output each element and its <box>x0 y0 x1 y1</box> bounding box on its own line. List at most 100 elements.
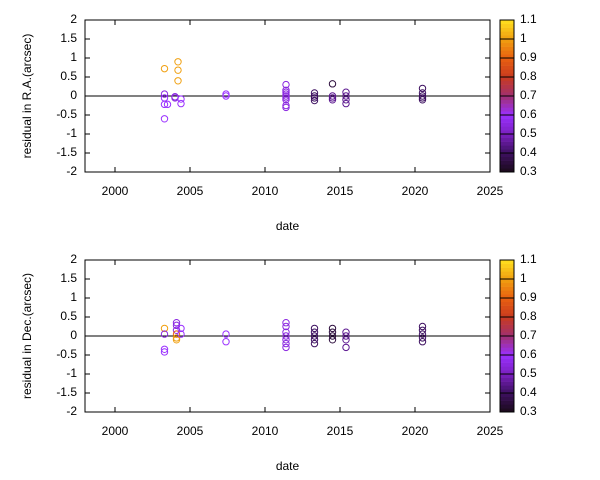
y-tick-label: 0 <box>70 88 77 102</box>
point <box>172 319 181 327</box>
point <box>222 330 230 338</box>
colorbar-band <box>500 65 514 70</box>
colorbar-band <box>500 115 514 120</box>
colorbar-band <box>500 336 514 341</box>
y-tick-label: 0.5 <box>60 69 77 83</box>
colorbar-band <box>500 320 514 325</box>
point <box>328 96 337 104</box>
point <box>342 332 350 340</box>
point <box>418 94 427 102</box>
y-tick-label: -0.5 <box>56 347 77 361</box>
colorbar-band <box>500 69 514 74</box>
colorbar-band <box>500 111 514 116</box>
point <box>328 80 337 88</box>
plot-frame <box>84 259 491 413</box>
y-tick-label: -2 <box>66 404 77 418</box>
colorbar-band <box>500 77 514 82</box>
x-axis-label: date <box>276 219 300 233</box>
colorbar-band <box>500 404 514 409</box>
colorbar-band <box>500 393 514 398</box>
point <box>282 86 290 95</box>
y-tick-label: 0 <box>70 328 77 342</box>
colorbar-band <box>500 164 514 169</box>
point <box>160 330 169 338</box>
y-tick-label: 1.5 <box>60 271 77 285</box>
colorbar-band <box>500 343 514 348</box>
point <box>310 94 319 102</box>
point <box>174 66 182 74</box>
point <box>310 336 319 344</box>
colorbar-band <box>500 351 514 356</box>
colorbar-band <box>500 366 514 371</box>
point <box>342 328 350 336</box>
y-axis-label: residual in Dec.(arcsec) <box>20 273 34 399</box>
point <box>163 100 172 109</box>
colorbar-band <box>500 96 514 101</box>
colorbar-band <box>500 27 514 32</box>
colorbar-tick-label: 0.8 <box>520 309 537 323</box>
colorbar-tick-label: 1 <box>520 271 527 285</box>
colorbar-band <box>500 271 514 276</box>
point <box>310 328 319 336</box>
colorbar-band <box>500 118 514 123</box>
colorbar-tick-label: 0.5 <box>520 366 537 380</box>
point <box>222 92 230 100</box>
x-tick-label: 2020 <box>402 424 429 438</box>
colorbar-tick-label: 1 <box>520 31 527 45</box>
colorbar-tick-label: 1.1 <box>520 252 537 266</box>
colorbar-band <box>500 389 514 394</box>
point <box>282 328 290 336</box>
x-tick-label: 2005 <box>177 184 204 198</box>
colorbar-band <box>500 92 514 97</box>
colorbar-band <box>500 137 514 142</box>
point <box>282 101 290 110</box>
colorbar-band <box>500 282 514 287</box>
colorbar-band <box>500 84 514 89</box>
colorbar-band <box>500 267 514 272</box>
colorbar-band <box>500 324 514 329</box>
colorbar-band <box>500 294 514 299</box>
colorbar-band <box>500 107 514 112</box>
point <box>418 326 427 334</box>
colorbar-tick-label: 0.9 <box>520 290 537 304</box>
point <box>328 328 337 336</box>
point <box>172 330 181 338</box>
colorbar-tick-label: 0.4 <box>520 385 537 399</box>
colorbar-tick-label: 0.4 <box>520 145 537 159</box>
x-tick-label: 2010 <box>252 184 279 198</box>
point <box>282 88 290 96</box>
point <box>282 319 290 327</box>
colorbar-band <box>500 377 514 382</box>
colorbar-band <box>500 35 514 40</box>
colorbar-band <box>500 58 514 63</box>
colorbar-band <box>500 149 514 154</box>
point <box>310 324 319 333</box>
colorbar-band <box>500 260 514 265</box>
colorbar-band <box>500 263 514 268</box>
colorbar-band <box>500 160 514 165</box>
point <box>174 58 182 66</box>
point <box>222 90 230 98</box>
y-tick-label: 2 <box>70 252 77 266</box>
x-tick-label: 2015 <box>327 424 354 438</box>
point <box>328 92 337 100</box>
point <box>418 334 427 342</box>
x-tick-label: 2000 <box>102 184 129 198</box>
colorbar-band <box>500 31 514 36</box>
point <box>282 336 290 344</box>
colorbar-band <box>500 385 514 390</box>
colorbar-band <box>500 156 514 161</box>
point <box>282 339 290 348</box>
point <box>342 336 350 344</box>
colorbar-band <box>500 134 514 139</box>
y-tick-label: -1.5 <box>56 385 77 399</box>
x-tick-label: 2020 <box>402 184 429 198</box>
y-axis-label: residual in R.A.(arcsec) <box>20 34 34 159</box>
colorbar-band <box>500 362 514 367</box>
point <box>418 338 427 346</box>
point <box>310 89 319 97</box>
colorbar-band <box>500 355 514 360</box>
x-tick-label: 2025 <box>477 184 504 198</box>
colorbar-band <box>500 358 514 363</box>
point <box>342 343 350 352</box>
